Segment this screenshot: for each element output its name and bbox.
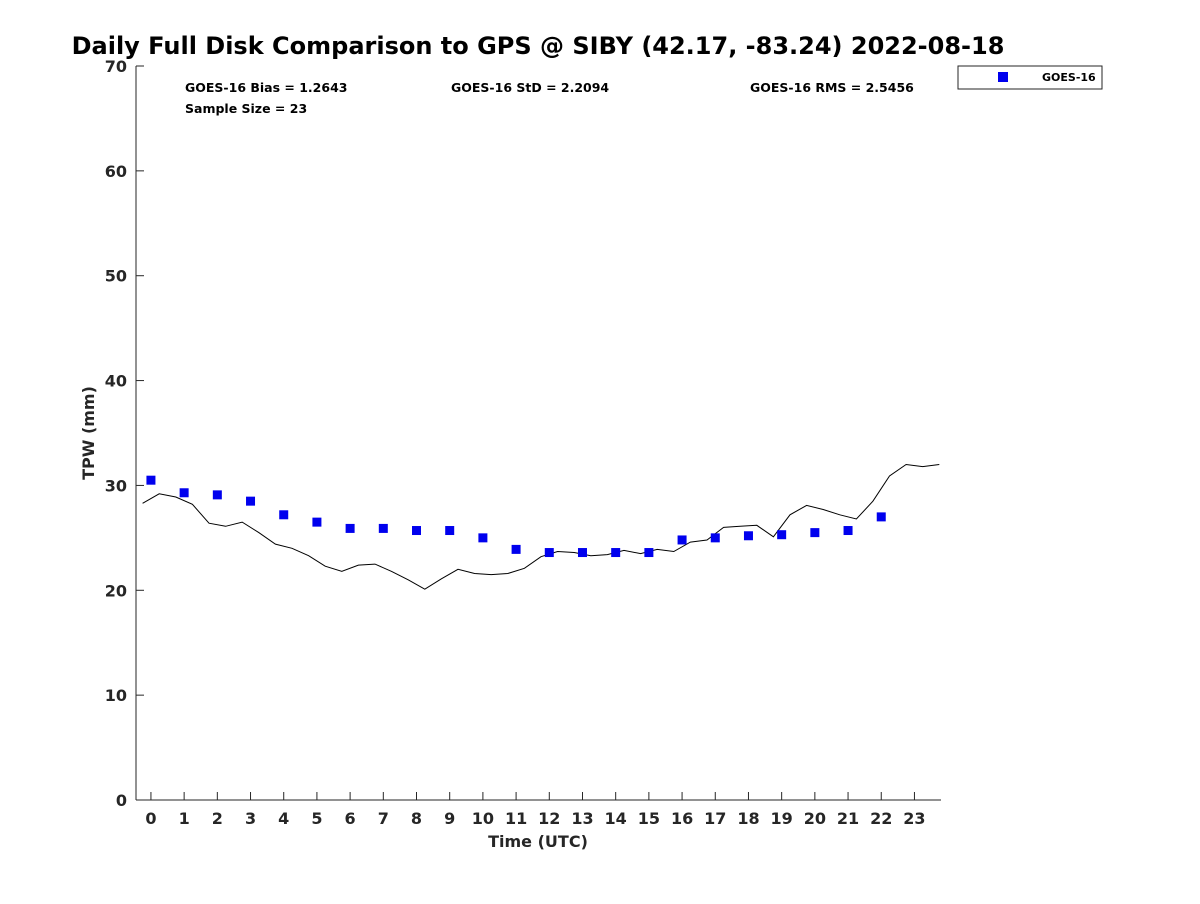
chart-title: Daily Full Disk Comparison to GPS @ SIBY… [72, 32, 1005, 60]
legend: GOES-16 [957, 65, 1103, 90]
goes-16-point [810, 528, 820, 538]
x-tick-label: 12 [538, 809, 560, 828]
goes-16-point [743, 531, 753, 541]
goes-16-point [345, 523, 355, 533]
x-tick-label: 3 [245, 809, 256, 828]
x-tick-label: 9 [444, 809, 455, 828]
goes-16-point [843, 526, 853, 536]
y-tick-label: 0 [116, 791, 127, 810]
x-tick-label: 19 [771, 809, 793, 828]
goes-16-point [710, 533, 720, 543]
legend-box [957, 65, 1103, 90]
goes-16-point [478, 533, 488, 543]
x-tick-label: 20 [804, 809, 826, 828]
y-tick-label: 20 [105, 581, 127, 600]
x-tick-label: 2 [212, 809, 223, 828]
x-tick-label: 4 [278, 809, 289, 828]
goes-16-point [378, 523, 388, 533]
sample-size-annotation: Sample Size = 23 [185, 101, 307, 116]
goes-16-point [412, 526, 422, 536]
y-axis-label: TPW (mm) [79, 386, 98, 480]
x-tick-label: 14 [605, 809, 627, 828]
x-tick-label: 17 [704, 809, 726, 828]
goes-16-point [644, 548, 654, 558]
y-tick-label: 10 [105, 686, 127, 705]
series-layer [142, 463, 940, 590]
y-ticks: 0 10 20 30 40 50 60 70 [105, 57, 144, 810]
goes-16-point [677, 535, 687, 545]
y-tick-label: 70 [105, 57, 127, 76]
goes-16-point [611, 548, 621, 558]
y-tick-label: 30 [105, 476, 127, 495]
legend-label-goes-16: GOES-16 [1042, 71, 1096, 84]
goes-16-point [312, 517, 322, 527]
goes-16-point [179, 488, 189, 498]
reference-line [142, 463, 940, 590]
x-tick-label: 1 [179, 809, 190, 828]
x-tick-label: 13 [571, 809, 593, 828]
y-tick-label: 40 [105, 372, 127, 391]
x-tick-label: 18 [737, 809, 759, 828]
x-tick-label: 23 [903, 809, 925, 828]
x-axis-label: Time (UTC) [488, 832, 588, 851]
goes-16-point [445, 526, 455, 536]
x-ticks: 0 1 2 3 4 5 6 7 8 9 10 11 12 13 14 15 16 17 18 19 20 21 22 23 [145, 792, 926, 828]
x-tick-label: 16 [671, 809, 693, 828]
rms-annotation: GOES-16 RMS = 2.5456 [750, 80, 914, 95]
x-tick-label: 5 [311, 809, 322, 828]
x-tick-label: 10 [472, 809, 494, 828]
x-tick-label: 21 [837, 809, 859, 828]
goes-16-point [246, 496, 256, 506]
x-tick-label: 0 [145, 809, 156, 828]
bias-annotation: GOES-16 Bias = 1.2643 [185, 80, 347, 95]
x-tick-label: 15 [638, 809, 660, 828]
x-tick-label: 6 [345, 809, 356, 828]
goes-16-point [544, 548, 554, 558]
goes-16-point [577, 548, 587, 558]
y-tick-label: 50 [105, 267, 127, 286]
y-tick-label: 60 [105, 162, 127, 181]
x-tick-label: 8 [411, 809, 422, 828]
goes-16-point [146, 475, 156, 485]
goes-16-point [212, 490, 222, 500]
goes-16-point [279, 510, 289, 520]
goes-16-point [511, 544, 521, 554]
x-tick-label: 11 [505, 809, 527, 828]
goes-16-point [876, 512, 886, 522]
x-tick-label: 7 [378, 809, 389, 828]
axes [135, 66, 941, 801]
x-tick-label: 22 [870, 809, 892, 828]
legend-marker [998, 72, 1008, 82]
goes-16-point [777, 530, 787, 540]
stats-annotations: GOES-16 Bias = 1.2643 GOES-16 StD = 2.20… [185, 80, 914, 116]
std-annotation: GOES-16 StD = 2.2094 [451, 80, 609, 95]
